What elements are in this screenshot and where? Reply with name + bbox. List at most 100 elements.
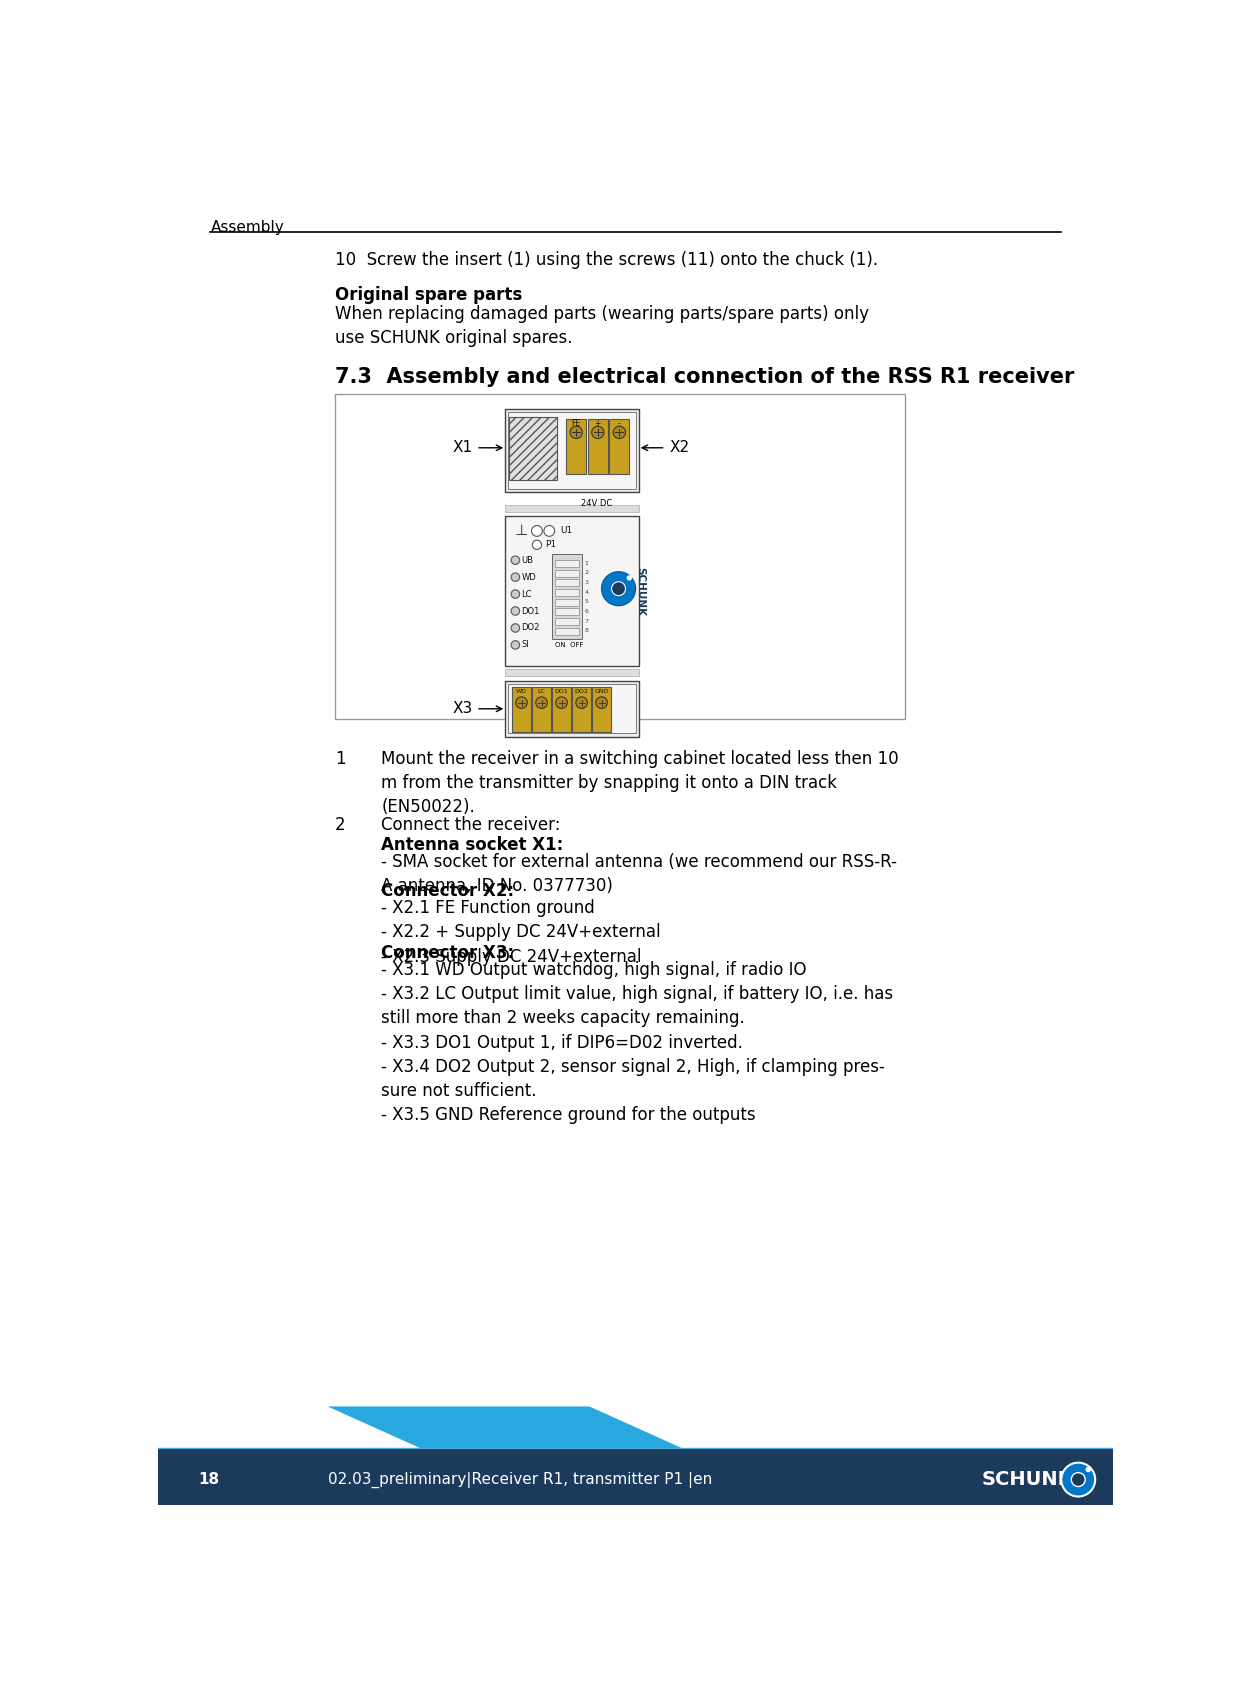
Text: LC: LC [538,690,546,695]
Text: 2: 2 [585,570,589,575]
Circle shape [511,641,520,649]
Circle shape [601,572,636,605]
Text: DO1: DO1 [522,607,539,616]
Bar [554,627,579,634]
Text: DO2: DO2 [574,690,589,695]
Bar [335,394,905,719]
Text: 1: 1 [335,749,346,768]
Circle shape [611,582,625,595]
Text: Mount the receiver in a switching cabinet located less then 10
m from the transm: Mount the receiver in a switching cabine… [382,749,899,817]
Bar [554,599,579,605]
Text: WD: WD [516,690,527,695]
Text: 24V DC: 24V DC [582,499,613,507]
Text: LC: LC [522,590,532,599]
Text: Antenna socket X1:: Antenna socket X1: [382,835,564,854]
Text: 8: 8 [585,627,589,632]
Text: 7: 7 [585,619,589,624]
Bar [588,418,608,473]
Text: 4: 4 [585,590,589,595]
Circle shape [556,697,568,709]
Circle shape [570,426,583,438]
Text: SI: SI [522,641,529,649]
Bar [507,685,636,734]
Text: 5: 5 [585,599,589,604]
Text: WD: WD [522,573,536,582]
Text: ⊥: ⊥ [515,524,528,538]
Bar [593,687,611,732]
Circle shape [511,573,520,582]
Circle shape [1085,1466,1091,1473]
Text: 2: 2 [335,815,346,834]
Bar [554,580,579,587]
Bar [552,687,570,732]
Circle shape [575,697,588,709]
Bar [554,617,579,626]
Bar [505,409,640,492]
Polygon shape [327,1407,682,1447]
Text: When replacing damaged parts (wearing parts/spare parts) only
use SCHUNK origina: When replacing damaged parts (wearing pa… [335,304,869,347]
Circle shape [544,526,554,536]
Text: 1: 1 [585,561,589,566]
Text: ON  OFF: ON OFF [554,643,583,648]
Circle shape [532,526,542,536]
Text: SCHUNK: SCHUNK [635,566,645,616]
Bar [554,588,579,595]
Text: - SMA socket for external antenna (we recommend our RSS-R-
A antenna, ID No. 037: - SMA socket for external antenna (we re… [382,852,898,895]
Text: FE: FE [572,419,580,428]
Circle shape [536,697,547,709]
Bar [573,687,590,732]
Text: - X2.1 FE Function ground
- X2.2 + Supply DC 24V+external
- X2.3 Supply DC 24V+e: - X2.1 FE Function ground - X2.2 + Suppl… [382,900,661,966]
Text: DO2: DO2 [522,624,539,632]
Text: 7.3  Assembly and electrical connection of the RSS R1 receiver: 7.3 Assembly and electrical connection o… [335,367,1075,387]
Circle shape [626,575,632,580]
Text: X2: X2 [670,440,689,455]
Text: +: + [595,419,601,428]
Bar [505,681,640,737]
Bar [157,1447,1114,1505]
Text: Original spare parts: Original spare parts [335,286,522,304]
Text: UB: UB [522,556,533,565]
Text: Connect the receiver:: Connect the receiver: [382,815,560,834]
Text: Assembly: Assembly [211,220,284,235]
Circle shape [1061,1463,1095,1497]
Text: X1: X1 [453,440,472,455]
Bar [505,504,640,512]
Text: Connector X2:: Connector X2: [382,883,515,900]
Circle shape [1071,1473,1085,1486]
Text: GND: GND [594,690,609,695]
Circle shape [511,607,520,616]
Text: X3: X3 [453,702,472,717]
Bar [554,570,579,577]
Circle shape [596,697,608,709]
Circle shape [516,697,527,709]
Bar [554,609,579,616]
Bar [554,560,579,566]
Text: SCHUNK: SCHUNK [982,1469,1074,1490]
Bar [609,418,630,473]
Text: 10  Screw the insert (1) using the screws (11) onto the chuck (1).: 10 Screw the insert (1) using the screws… [335,250,878,269]
Circle shape [511,590,520,599]
Text: 3: 3 [585,580,589,585]
Bar [505,516,640,666]
Text: 18: 18 [198,1473,219,1486]
Text: 6: 6 [585,609,589,614]
Circle shape [511,624,520,632]
Text: U1: U1 [560,526,573,536]
Bar [505,668,640,676]
Text: 02.03_preliminary|Receiver R1, transmitter P1 |en: 02.03_preliminary|Receiver R1, transmitt… [327,1471,712,1488]
Text: - X3.1 WD Output watchdog, high signal, if radio IO
- X3.2 LC Output limit value: - X3.1 WD Output watchdog, high signal, … [382,960,894,1125]
Circle shape [532,539,542,550]
Text: Connector X3:: Connector X3: [382,944,515,962]
Bar [507,413,636,489]
Text: P1: P1 [544,541,556,550]
Bar [552,555,582,639]
Bar [510,418,557,480]
Circle shape [511,556,520,565]
Text: DO1: DO1 [554,690,568,695]
Bar [532,687,551,732]
Bar [567,418,587,473]
Text: -: - [618,419,621,428]
Circle shape [591,426,604,438]
Circle shape [613,426,625,438]
Bar [512,687,531,732]
